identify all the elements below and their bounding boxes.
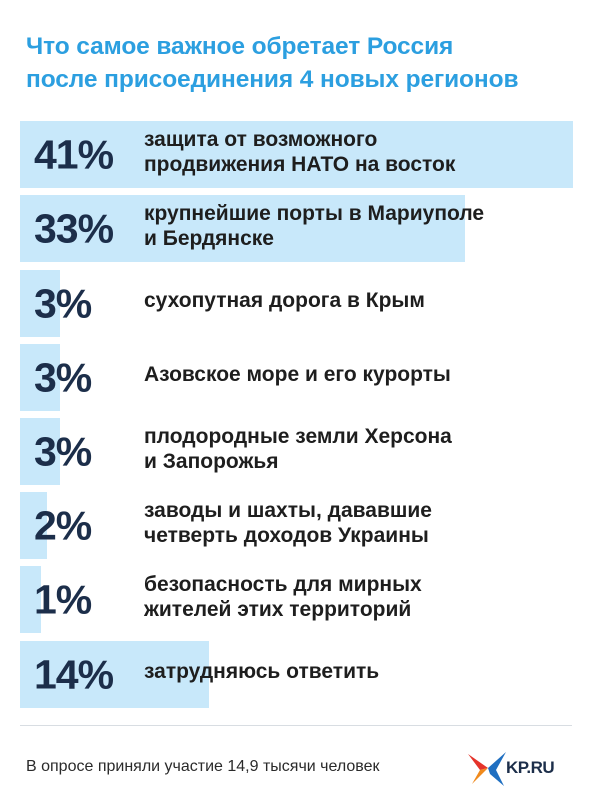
category-label: заводы и шахты, дававшие четверть доходов… <box>144 498 432 548</box>
category-label-line: четверть доходов Украины <box>144 524 429 547</box>
category-label-line: продвижения НАТО на восток <box>144 153 456 176</box>
bar-row: 1% безопасность для мирных жителей этих те… <box>20 566 580 633</box>
bar-row: 3% сухопутная дорога в Крым <box>20 270 580 337</box>
footer-divider <box>20 725 572 726</box>
bar <box>20 641 209 708</box>
bar <box>20 418 61 485</box>
category-label-line: сухопутная дорога в Крым <box>144 289 425 312</box>
category-label-line: крупнейшие порты в Мариуполе <box>144 202 485 225</box>
value-label: 3% <box>34 280 92 326</box>
category-label: Азовское море и его курорты <box>144 362 451 387</box>
bar-row: 14% затрудняюсь ответить <box>20 641 580 708</box>
bar-row: 3% плодородные земли Херсона и Запорожья <box>20 418 580 485</box>
bar-row: 2% заводы и шахты, дававшие четверть доход… <box>20 492 580 559</box>
value-label: 41% <box>34 131 114 177</box>
bar-row: 33% крупнейшие порты в Мариуполе и Бердянс… <box>20 195 580 262</box>
value-label: 2% <box>34 502 92 548</box>
category-label: безопасность для мирных жителей этих терр… <box>144 572 422 622</box>
category-label-line: плодородные земли Херсона <box>144 425 452 448</box>
category-label: сухопутная дорога в Крым <box>144 288 425 313</box>
bar <box>20 492 47 559</box>
category-label-line: затрудняюсь ответить <box>144 660 380 683</box>
kp-star-icon <box>468 752 506 786</box>
logo-text: KP.RU <box>506 758 555 777</box>
bar <box>20 344 61 411</box>
category-label-line: заводы и шахты, дававшие <box>144 499 432 522</box>
chart-title-line-1: Что самое важное обретает Россия <box>26 33 454 60</box>
category-label: плодородные земли Херсона и Запорожья <box>144 424 452 474</box>
category-label: защита от возможного продвижения НАТО на … <box>144 127 455 177</box>
bar <box>20 270 61 337</box>
category-label: затрудняюсь ответить <box>144 659 379 684</box>
value-label: 3% <box>34 428 92 474</box>
chart-title: Что самое важное обретает Россия после п… <box>26 30 576 96</box>
category-label-line: Азовское море и его курорты <box>144 363 451 386</box>
value-label: 3% <box>34 354 92 400</box>
value-label: 33% <box>34 205 114 251</box>
bar-row: 41% защита от возможного продвижения НАТО … <box>20 121 580 188</box>
bar <box>20 121 573 188</box>
category-label-line: защита от возможного <box>144 128 378 151</box>
category-label-line: и Бердянске <box>144 227 274 250</box>
category-label-line: и Запорожья <box>144 450 279 473</box>
bar <box>20 195 466 262</box>
chart-title-line-2: после присоединения 4 новых регионов <box>26 66 519 93</box>
category-label: крупнейшие порты в Мариуполе и Бердянске <box>144 201 484 251</box>
bar-row: 3% Азовское море и его курорты <box>20 344 580 411</box>
kp-logo[interactable]: KP.RU <box>466 748 576 788</box>
survey-note: В опросе приняли участие 14,9 тысячи чел… <box>26 758 380 775</box>
bar <box>20 566 41 633</box>
bar-chart: 41% защита от возможного продвижения НАТО … <box>20 121 580 708</box>
value-label: 1% <box>34 576 92 622</box>
category-label-line: жителей этих территорий <box>144 598 412 621</box>
value-label: 14% <box>34 651 114 697</box>
category-label-line: безопасность для мирных <box>144 573 422 596</box>
